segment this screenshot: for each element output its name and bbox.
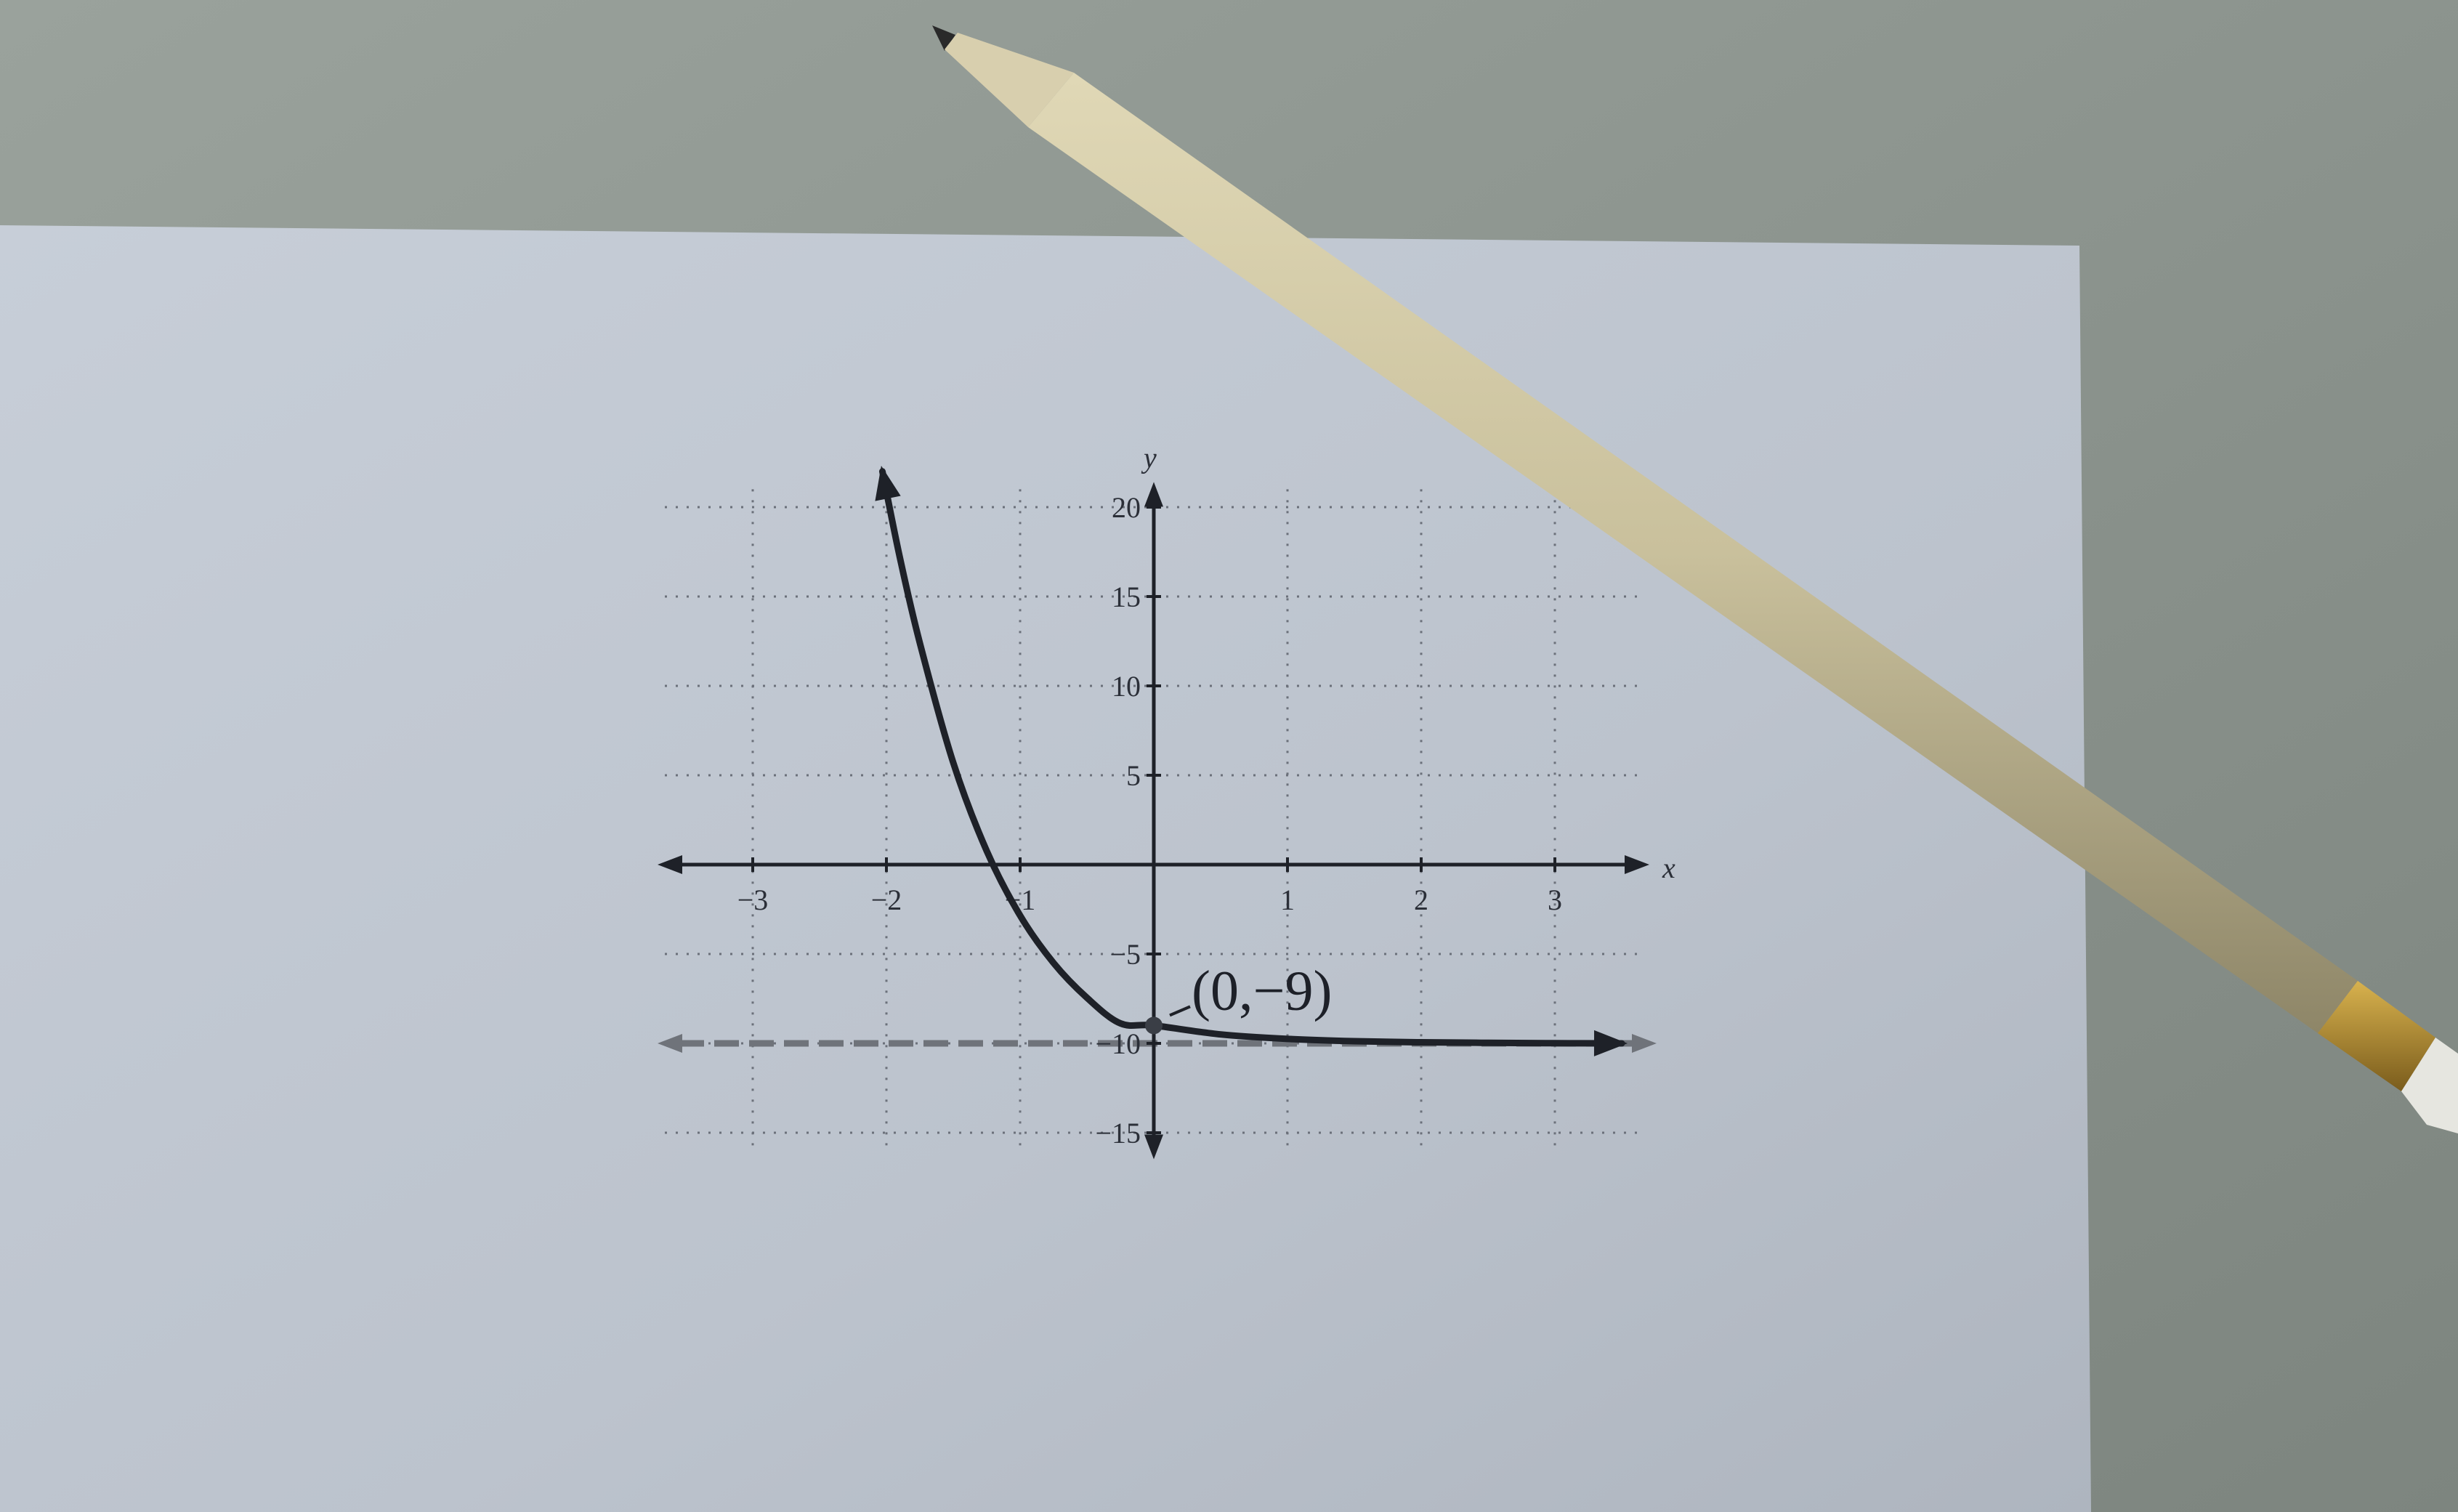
y-axis-title: y: [1141, 441, 1157, 474]
y-tick-label: 10: [1112, 670, 1141, 703]
x-tick-label: 1: [1280, 884, 1295, 916]
x-tick-label: −3: [737, 884, 769, 916]
grid: [665, 489, 1642, 1151]
point-leader: [1169, 1005, 1191, 1017]
axes: [658, 482, 1649, 1160]
pencil-lead: [932, 25, 955, 51]
pencil-ferrule: [2318, 981, 2435, 1091]
x-tick-label: −2: [871, 884, 902, 916]
pencil: [932, 25, 2458, 1133]
y-tick-label: −15: [1095, 1117, 1141, 1149]
pencil-tip-wood: [945, 33, 1074, 127]
y-tick-label: −10: [1095, 1027, 1141, 1060]
y-axis-arrow-up: [1144, 482, 1163, 507]
y-tick-label: 15: [1112, 581, 1141, 613]
series-arrow-end: [1593, 1030, 1628, 1056]
y-tick-label: 5: [1126, 759, 1141, 792]
point-label: (0,−9): [1192, 958, 1332, 1022]
x-axis-title: x: [1662, 852, 1675, 884]
paper-sheet: [0, 225, 2091, 1512]
x-tick-label: 2: [1414, 884, 1428, 916]
series-layer: [875, 465, 1628, 1056]
y-tick-label: −5: [1109, 938, 1141, 971]
point-marker: [1145, 1016, 1163, 1035]
points-layer: (0,−9): [1145, 958, 1332, 1035]
y-axis-arrow-down: [1144, 1134, 1163, 1160]
x-tick-label: 3: [1548, 884, 1562, 916]
series-arrow-start: [875, 465, 901, 501]
y-tick-label: 20: [1112, 491, 1141, 524]
pencil-body: [1028, 73, 2358, 1033]
asymptote-arrow-left: [658, 1034, 682, 1053]
series-curve-0: [878, 468, 1625, 1047]
asymptote-arrow-right: [1632, 1034, 1657, 1053]
x-axis-arrow-right: [1625, 855, 1649, 874]
x-axis-arrow-left: [658, 855, 682, 874]
pencil-eraser: [2401, 1038, 2458, 1133]
